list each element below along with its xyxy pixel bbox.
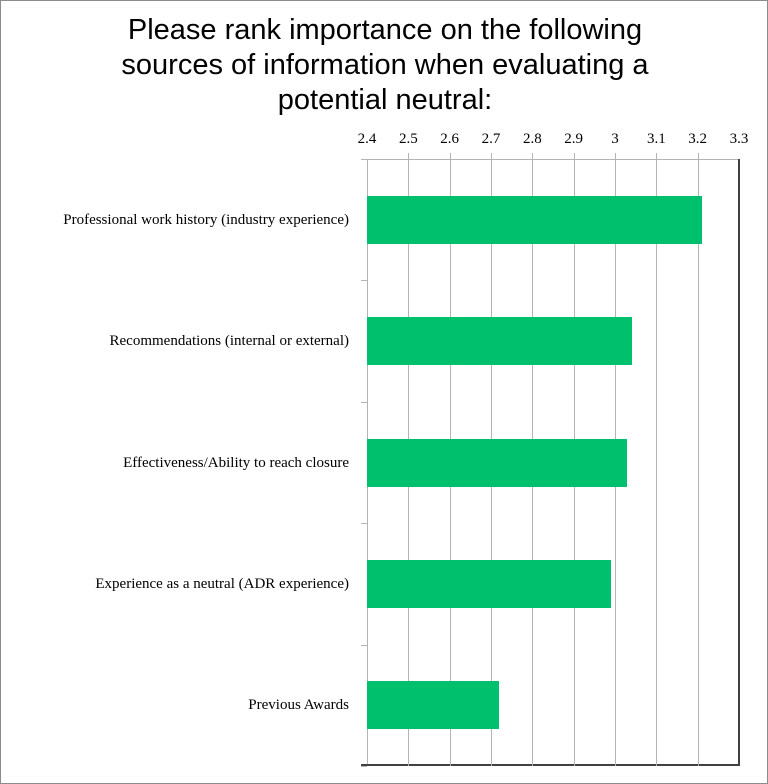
y-tick-mark	[361, 401, 367, 403]
bar	[367, 195, 702, 244]
bar	[367, 438, 628, 487]
y-tick-mark	[361, 523, 367, 525]
gridline	[656, 153, 658, 766]
x-tick-label: 3.2	[688, 131, 708, 147]
category-label: Previous Awards	[248, 697, 349, 714]
chart-title-line-2: sources of information when evaluating a	[121, 49, 649, 81]
chart-title-line-3: potential neutral:	[277, 84, 493, 116]
bar	[367, 317, 632, 366]
x-tick-label: 2.9	[564, 131, 584, 147]
y-tick-mark	[361, 766, 367, 767]
gridline	[697, 153, 699, 766]
x-tick-label: 3	[611, 131, 619, 147]
y-tick-mark	[361, 280, 367, 282]
bar	[367, 559, 611, 608]
x-axis-line	[361, 159, 739, 160]
category-label: Effectiveness/Ability to reach closure	[123, 454, 349, 471]
x-tick-label: 2.7	[481, 131, 501, 147]
category-label: Experience as a neutral (ADR experience)	[95, 575, 349, 592]
category-label: Professional work history (industry expe…	[63, 211, 349, 228]
x-tick-label: 3.1	[646, 131, 666, 147]
plot-area	[361, 153, 740, 767]
chart-title: Please rank importance on the following …	[1, 13, 768, 118]
x-tick-label: 2.8	[522, 131, 542, 147]
x-tick-label: 3.3	[729, 131, 749, 147]
plot-border-right	[738, 159, 740, 766]
x-tick-label: 2.4	[357, 131, 377, 147]
category-label: Recommendations (internal or external)	[109, 333, 350, 350]
y-tick-mark	[361, 159, 367, 160]
bar	[367, 681, 500, 730]
x-tick-label: 2.6	[440, 131, 460, 147]
y-tick-mark	[361, 644, 367, 646]
chart-title-line-1: Please rank importance on the following	[127, 14, 643, 46]
plot-border-bottom	[361, 764, 740, 766]
x-tick-label: 2.5	[398, 131, 418, 147]
